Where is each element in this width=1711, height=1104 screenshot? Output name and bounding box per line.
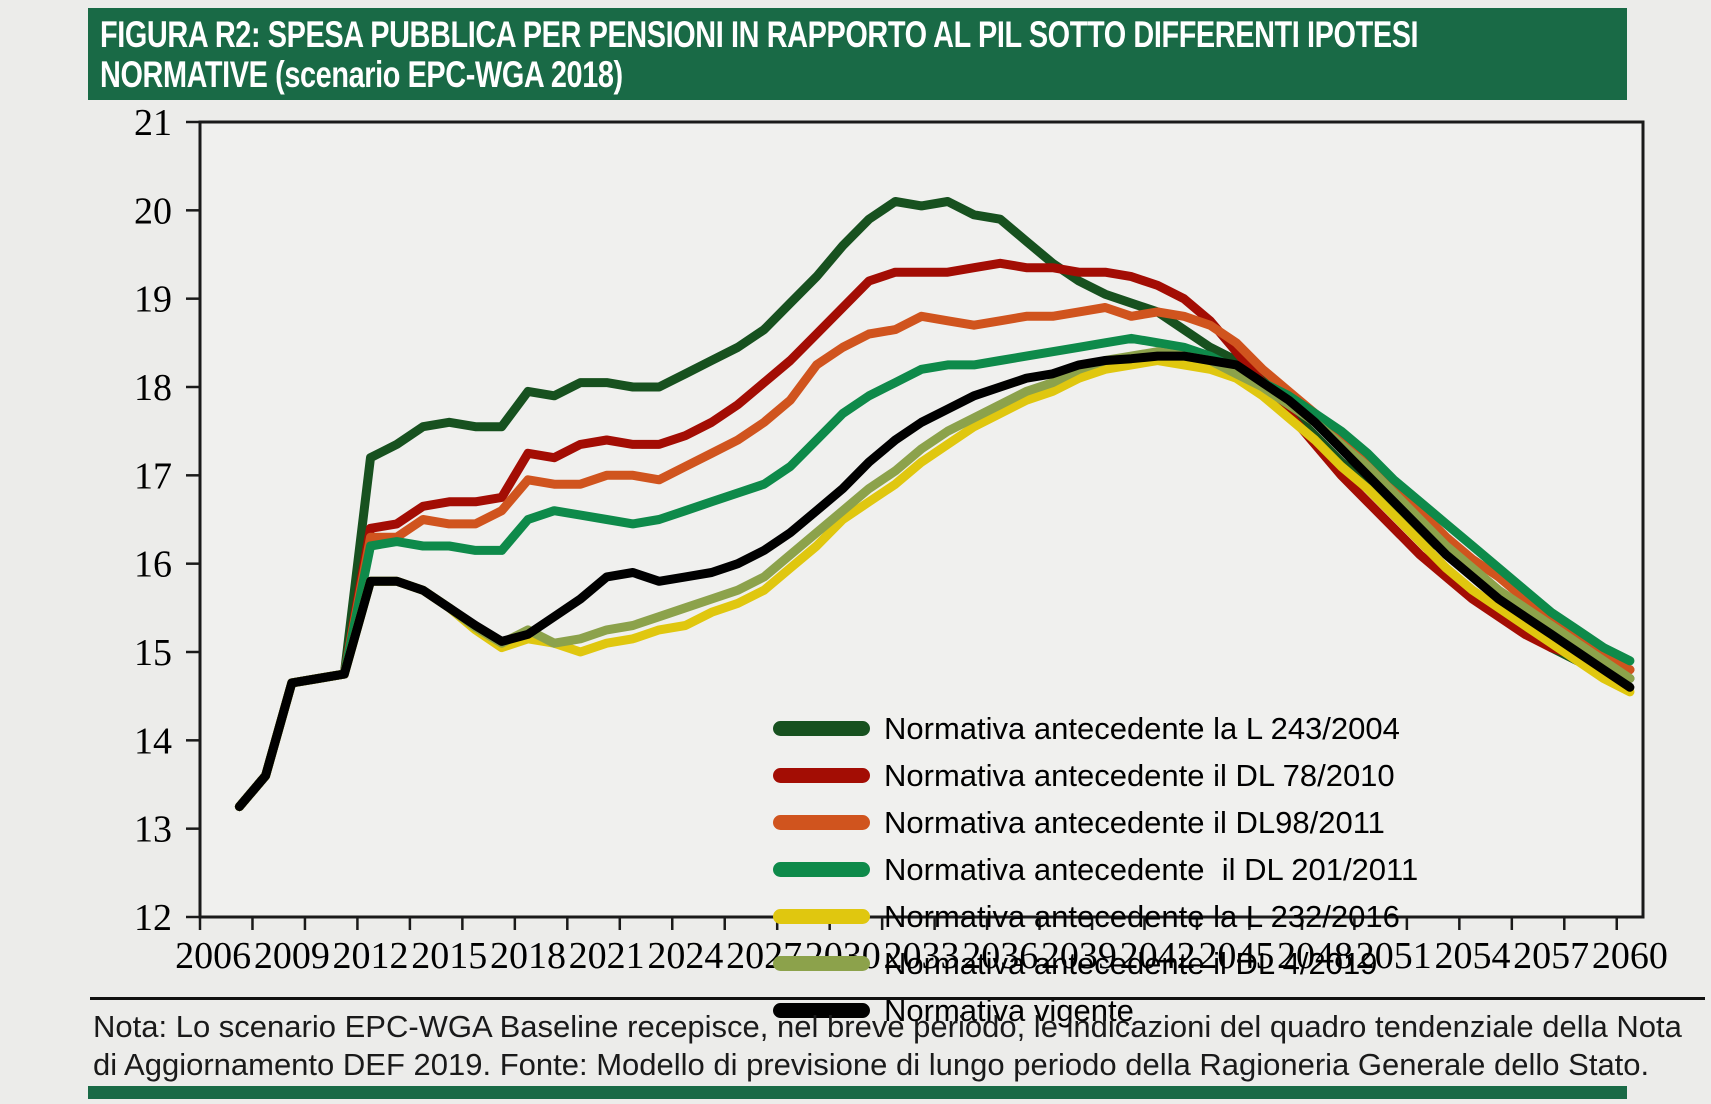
series-line-7	[234, 351, 1635, 812]
x-axis-label: 2033	[884, 935, 960, 977]
legend-swatch-l232-2016	[773, 909, 870, 924]
series-line-4	[234, 333, 1635, 812]
legend-swatch-l243-2004	[773, 721, 870, 736]
bottom-accent-bar	[88, 1086, 1627, 1099]
legend-swatch-dl201-2011	[773, 862, 870, 877]
y-axis-label: 15	[134, 632, 172, 674]
chart-legend: Normativa antecedente la L 243/2004 Norm…	[773, 705, 1418, 1034]
figure-title-line1: FIGURA R2: SPESA PUBBLICA PER PENSIONI I…	[100, 14, 1419, 55]
x-axis-label: 2039	[1041, 935, 1117, 977]
legend-label: Normativa antecedente il DL 78/2010	[884, 757, 1395, 793]
x-axis-label: 2048	[1277, 935, 1353, 977]
legend-swatch-dl98-2011	[773, 815, 870, 830]
legend-item: Normativa antecedente il DL 4/2019	[773, 940, 1418, 987]
legend-item: Normativa antecedente il DL 201/2011	[773, 846, 1418, 893]
legend-item: Normativa antecedente il DL98/2011	[773, 799, 1418, 846]
x-axis-label: 2012	[333, 935, 409, 977]
figure-note: Nota: Lo scenario EPC-WGA Baseline recep…	[93, 1009, 1682, 1082]
series-line-2	[234, 258, 1635, 812]
y-axis-label: 20	[134, 190, 172, 232]
legend-swatch-vigente	[773, 1003, 870, 1018]
legend-label: Normativa antecedente il DL 201/2011	[884, 851, 1419, 887]
x-axis-label: 2036	[962, 935, 1038, 977]
legend-item: Normativa antecedente la L 232/2016	[773, 893, 1418, 940]
x-axis-label: 2045	[1198, 935, 1274, 977]
x-axis-label: 2051	[1356, 935, 1432, 977]
legend-label: Normativa antecedente la L 243/2004	[884, 710, 1400, 746]
legend-label: Normativa antecedente il DL 4/2019	[884, 945, 1378, 981]
y-axis-label: 21	[134, 102, 172, 144]
y-axis-label: 16	[134, 544, 172, 586]
y-axis-label: 18	[134, 367, 172, 409]
x-axis-label: 2024	[647, 935, 723, 977]
legend-label: Normativa antecedente il DL98/2011	[884, 804, 1385, 840]
x-axis-label: 2042	[1120, 935, 1196, 977]
legend-item: Normativa antecedente il DL 78/2010	[773, 752, 1418, 799]
plot-frame	[198, 120, 1645, 919]
figure-title-line2: NORMATIVE (scenario EPC-WGA 2018)	[100, 54, 623, 95]
y-axis-label: 17	[134, 455, 172, 497]
x-axis-label: 2018	[490, 935, 566, 977]
figure-title-bar: FIGURA R2: SPESA PUBBLICA PER PENSIONI I…	[88, 8, 1627, 100]
y-axis-label: 13	[134, 809, 172, 851]
figure-title: FIGURA R2: SPESA PUBBLICA PER PENSIONI I…	[100, 15, 1582, 95]
legend-swatch-dl78-2010	[773, 768, 870, 783]
x-axis-label: 2015	[411, 935, 487, 977]
x-axis-label: 2054	[1434, 935, 1510, 977]
x-axis-label: 2006	[175, 935, 251, 977]
y-axis-label: 12	[134, 897, 172, 939]
legend-label: Normativa antecedente la L 232/2016	[884, 898, 1400, 934]
legend-swatch-dl4-2019	[773, 956, 870, 971]
x-axis-label: 2009	[254, 935, 330, 977]
y-axis-label: 14	[134, 720, 172, 762]
x-axis-label: 2057	[1513, 935, 1589, 977]
legend-item: Normativa antecedente la L 243/2004	[773, 705, 1418, 752]
y-axis-label: 19	[134, 279, 172, 321]
pension-spending-chart: 12 13 14 15 16 17 18 19 20 21 2006 2009 2012 2015 2018…	[0, 100, 1711, 1028]
note-divider	[90, 997, 1705, 1000]
x-axis-label: 2021	[569, 935, 645, 977]
x-axis-label: 2060	[1592, 935, 1668, 977]
